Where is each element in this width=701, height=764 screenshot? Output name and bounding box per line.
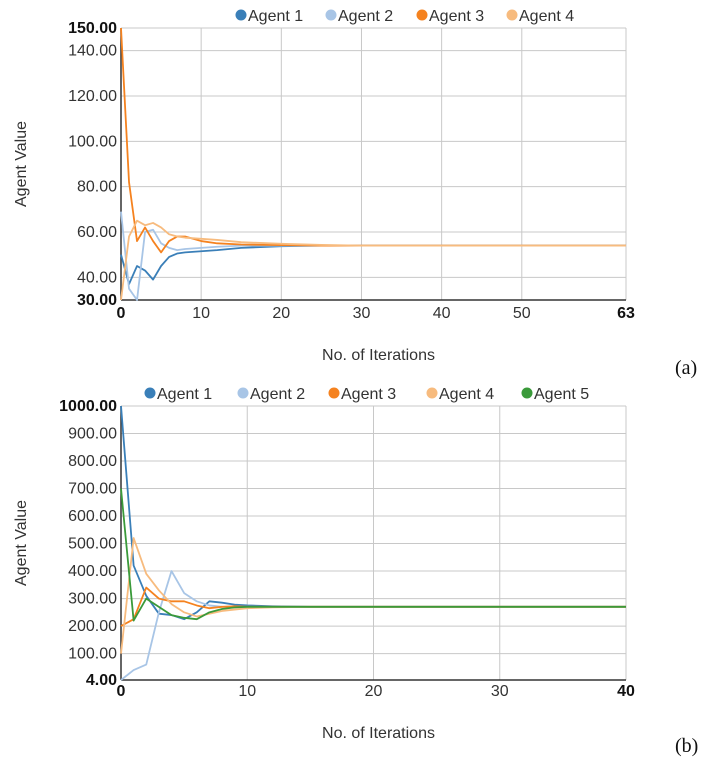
- x-tick-label: 0: [117, 683, 126, 700]
- x-tick-label: 63: [617, 305, 635, 322]
- y-tick-label: 600.00: [68, 508, 117, 525]
- legend-marker: [521, 387, 533, 399]
- chart-panel-2: 4.00 100.00 200.00 300.00 400.00 500.00 600.00…: [13, 386, 698, 757]
- legend-item-agent-3[interactable]: Agent 3: [328, 386, 397, 403]
- legend-marker: [426, 387, 438, 399]
- legend-label: Agent 2: [250, 386, 305, 403]
- panel-label: (a): [675, 357, 697, 379]
- x-axis-label: No. of Iterations: [322, 725, 435, 742]
- legend-item-agent-4[interactable]: Agent 4: [506, 8, 575, 25]
- y-axis-label: Agent Value: [13, 121, 30, 207]
- legend-label: Agent 1: [248, 8, 303, 25]
- series-line-agent-4: [120, 219, 626, 301]
- series-line-agent-2: [120, 211, 626, 301]
- x-tick-label: 10: [192, 305, 210, 322]
- legend-marker: [144, 387, 156, 399]
- y-tick-label: 100.00: [68, 133, 117, 150]
- y-tick-label: 700.00: [68, 481, 117, 498]
- legend-label: Agent 2: [338, 8, 393, 25]
- legend-item-agent-5[interactable]: Agent 5: [521, 386, 590, 403]
- y-tick-label: 900.00: [68, 426, 117, 443]
- y-tick-label: 200.00: [68, 618, 117, 635]
- y-tick-label: 60.00: [77, 224, 117, 241]
- y-tick-label: 120.00: [68, 88, 117, 105]
- legend-marker: [325, 9, 337, 21]
- series-line-agent-1: [120, 244, 626, 286]
- y-tick-label: 140.00: [68, 43, 117, 60]
- y-tick-label: 800.00: [68, 453, 117, 470]
- y-axis-label: Agent Value: [13, 500, 30, 586]
- x-tick-label: 40: [617, 683, 635, 700]
- series-line-agent-3: [120, 27, 626, 254]
- series-line-agent-5: [120, 488, 626, 622]
- legend-marker: [328, 387, 340, 399]
- legend-marker: [235, 9, 247, 21]
- x-axis-label: No. of Iterations: [322, 347, 435, 364]
- x-tick-label: 30: [353, 305, 371, 322]
- legend-label: Agent 1: [157, 386, 212, 403]
- y-tick-label: 40.00: [77, 269, 117, 286]
- x-tick-label: 20: [365, 683, 383, 700]
- legend-item-agent-2[interactable]: Agent 2: [237, 386, 306, 403]
- x-tick-label: 30: [491, 683, 509, 700]
- panel-label: (b): [675, 735, 698, 757]
- y-tick-label: 80.00: [77, 179, 117, 196]
- legend-label: Agent 3: [341, 386, 396, 403]
- y-tick-label: 150.00: [68, 20, 117, 37]
- legend-item-agent-1[interactable]: Agent 1: [144, 386, 213, 403]
- y-tick-label: 1000.00: [59, 398, 117, 415]
- y-tick-label: 30.00: [77, 292, 117, 309]
- y-tick-label: 400.00: [68, 563, 117, 580]
- y-tick-label: 300.00: [68, 591, 117, 608]
- legend-label: Agent 3: [429, 8, 484, 25]
- legend-marker: [416, 9, 428, 21]
- y-tick-label: 100.00: [68, 646, 117, 663]
- legend-item-agent-3[interactable]: Agent 3: [416, 8, 485, 25]
- legend-label: Agent 5: [534, 386, 589, 403]
- legend-marker: [506, 9, 518, 21]
- legend-label: Agent 4: [519, 8, 574, 25]
- legend-item-agent-4[interactable]: Agent 4: [426, 386, 495, 403]
- chart-panel-1: 30.00 40.00 60.00 80.00 100.00 120.00 140.00 15…: [13, 8, 697, 379]
- y-tick-label: 4.00: [86, 672, 117, 689]
- x-tick-label: 50: [513, 305, 531, 322]
- legend-label: Agent 4: [439, 386, 494, 403]
- y-tick-label: 500.00: [68, 536, 117, 553]
- x-tick-label: 0: [117, 305, 126, 322]
- x-tick-label: 10: [238, 683, 256, 700]
- legend-item-agent-1[interactable]: Agent 1: [235, 8, 304, 25]
- x-tick-label: 20: [272, 305, 290, 322]
- legend-item-agent-2[interactable]: Agent 2: [325, 8, 394, 25]
- x-tick-label: 40: [433, 305, 451, 322]
- legend-marker: [237, 387, 249, 399]
